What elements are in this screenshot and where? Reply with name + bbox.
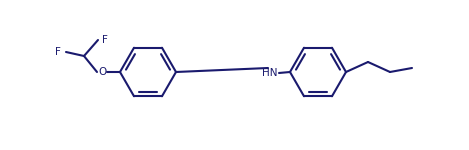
Text: F: F <box>102 35 108 45</box>
Text: F: F <box>55 47 61 57</box>
Text: O: O <box>98 67 106 77</box>
Text: HN: HN <box>262 68 278 78</box>
